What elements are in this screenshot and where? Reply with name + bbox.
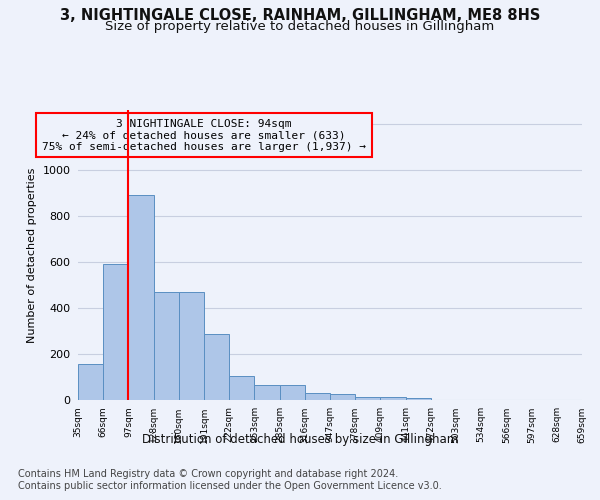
Text: Contains HM Land Registry data © Crown copyright and database right 2024.: Contains HM Land Registry data © Crown c… — [18, 469, 398, 479]
Bar — [254, 385, 280, 400]
Bar — [229, 376, 254, 400]
Text: 3 NIGHTINGALE CLOSE: 94sqm
← 24% of detached houses are smaller (633)
75% of sem: 3 NIGHTINGALE CLOSE: 94sqm ← 24% of deta… — [42, 118, 366, 152]
Bar — [78, 364, 103, 400]
Y-axis label: Number of detached properties: Number of detached properties — [26, 168, 37, 342]
Text: Contains public sector information licensed under the Open Government Licence v3: Contains public sector information licen… — [18, 481, 442, 491]
Text: Distribution of detached houses by size in Gillingham: Distribution of detached houses by size … — [142, 432, 458, 446]
Bar — [380, 396, 406, 400]
Bar — [204, 334, 229, 400]
Bar — [154, 292, 179, 400]
Bar — [103, 264, 128, 400]
Bar — [355, 396, 380, 400]
Bar — [330, 394, 355, 400]
Bar — [280, 385, 305, 400]
Bar — [305, 393, 330, 400]
Text: Size of property relative to detached houses in Gillingham: Size of property relative to detached ho… — [106, 20, 494, 33]
Bar — [179, 292, 204, 400]
Bar — [128, 195, 154, 400]
Text: 3, NIGHTINGALE CLOSE, RAINHAM, GILLINGHAM, ME8 8HS: 3, NIGHTINGALE CLOSE, RAINHAM, GILLINGHA… — [60, 8, 540, 22]
Bar — [406, 398, 431, 400]
